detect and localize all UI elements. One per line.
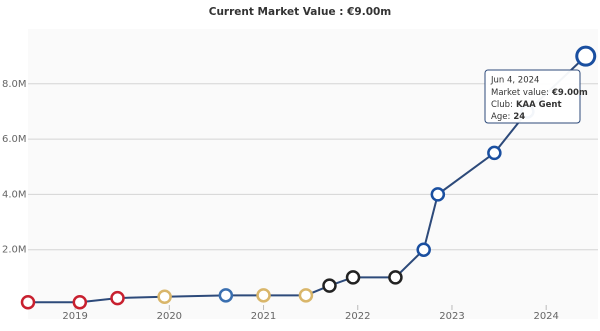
club-marker	[416, 242, 431, 257]
x-tick-label: 2024	[533, 311, 558, 322]
club-marker	[487, 145, 502, 161]
y-tick-label: 4.0M	[2, 189, 27, 200]
tooltip-key: Market value:	[491, 88, 549, 98]
tooltip-box	[484, 69, 581, 124]
club-marker	[298, 288, 314, 303]
y-tick-label: 2.0M	[2, 245, 27, 256]
club-marker	[20, 294, 36, 310]
tooltip-key: Age:	[491, 112, 510, 122]
chart-title: Current Market Value : €9.00m	[209, 6, 392, 18]
club-marker	[218, 288, 234, 303]
club-marker	[575, 45, 597, 67]
y-tick-label: 6.0M	[2, 134, 27, 145]
tooltip-value: KAA Gent	[516, 100, 562, 110]
club-marker	[157, 289, 172, 304]
x-tick-label: 2022	[345, 311, 370, 322]
club-marker	[110, 290, 125, 306]
club-marker	[72, 294, 88, 310]
club-marker	[345, 270, 361, 285]
tooltip-value: €9.00m	[551, 88, 588, 98]
tooltip-date: Jun 4, 2024	[490, 76, 539, 86]
tooltip-row: Club: KAA Gent	[491, 100, 562, 110]
club-marker	[322, 278, 337, 293]
x-tick-label: 2019	[62, 311, 87, 322]
club-marker	[256, 288, 271, 303]
tooltip-value: 24	[513, 112, 525, 122]
y-tick-label: 8.0M	[2, 79, 27, 90]
tooltip-row: Age: 24	[491, 112, 525, 122]
tooltip-row: Market value: €9.00m	[491, 88, 588, 98]
tooltip-key: Club:	[491, 100, 513, 110]
tooltip: Jun 4, 2024 Market value: €9.00m Club: KAA G…	[484, 69, 588, 124]
club-marker	[430, 187, 446, 202]
x-tick-label: 2021	[251, 311, 276, 322]
x-tick-label: 2023	[439, 311, 464, 322]
club-marker	[388, 270, 403, 285]
x-tick-label: 2020	[157, 311, 182, 322]
